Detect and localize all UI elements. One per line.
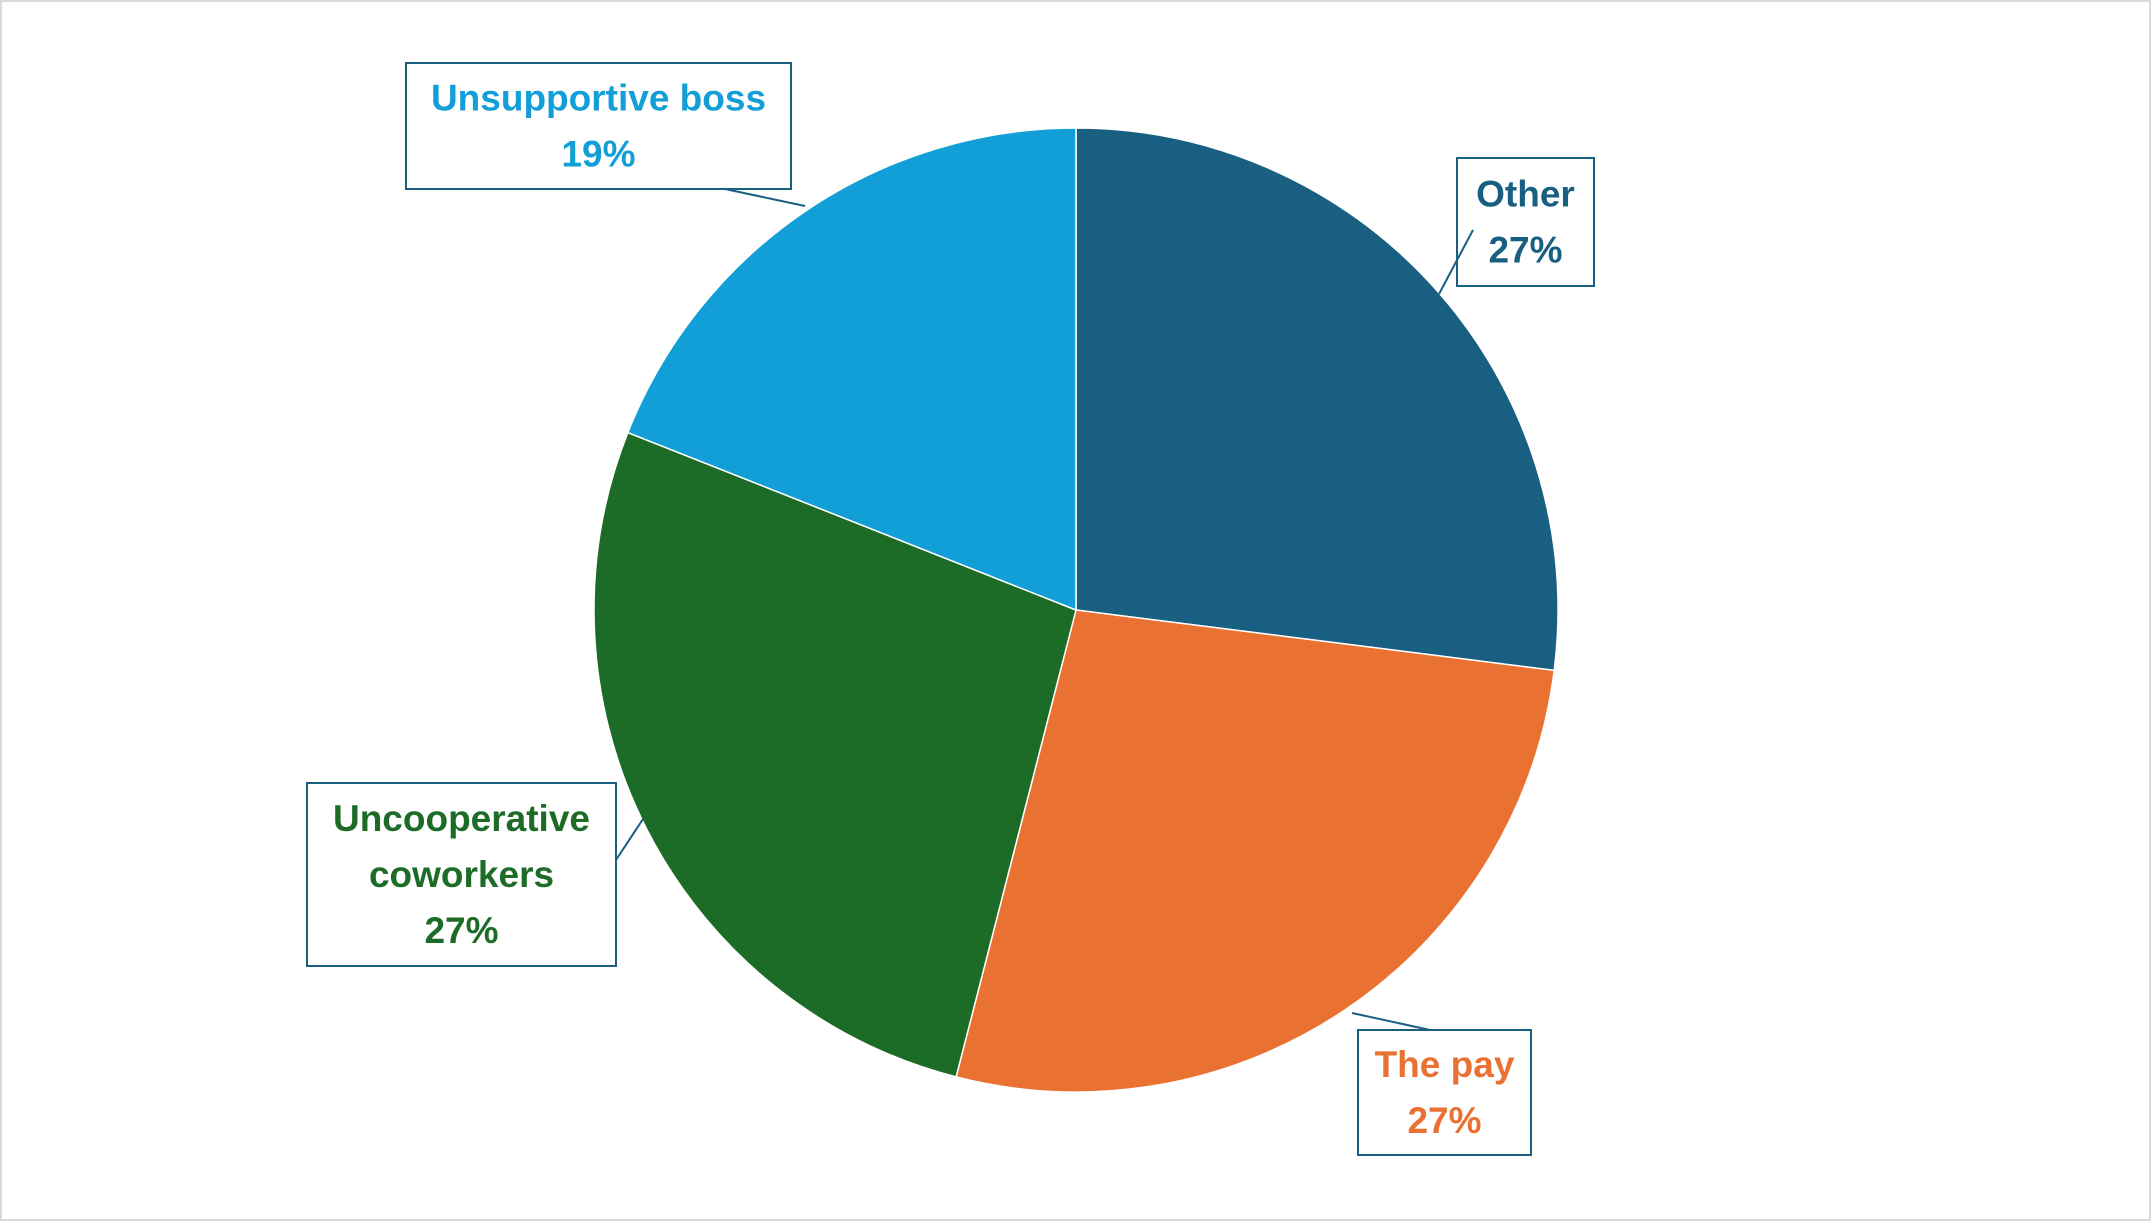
data-label-callouts: Other 27% The pay 27% Uncooperative coworkers… xyxy=(306,62,1595,1156)
callout-leader-line xyxy=(724,188,806,207)
callout-box xyxy=(306,782,617,967)
callout-leader-line xyxy=(615,818,644,861)
data-label-the-pay: The pay 27% xyxy=(1351,1012,1532,1156)
data-label-category: The pay xyxy=(1375,1044,1515,1085)
pie-slice-other xyxy=(1075,127,1559,672)
data-label-category: Unsupportive boss xyxy=(431,77,766,118)
callout-box xyxy=(405,62,792,190)
data-label-category: Uncooperative xyxy=(333,798,590,839)
data-label-value: 27% xyxy=(1488,229,1562,270)
pie-slice-uncooperative-coworkers xyxy=(593,431,1077,1078)
pie-slice-unsupportive-boss xyxy=(626,127,1077,612)
data-label-value: 27% xyxy=(1407,1100,1481,1141)
data-label-category: Other xyxy=(1476,173,1575,214)
callout-box xyxy=(1357,1029,1532,1156)
data-label-value: 19% xyxy=(561,133,635,174)
pie-slices xyxy=(593,127,1559,1093)
data-label-category: coworkers xyxy=(369,854,554,895)
data-label-unsupportive-boss: Unsupportive boss 19% xyxy=(405,62,806,207)
callout-leader-line xyxy=(1438,229,1474,295)
data-label-uncooperative-coworkers: Uncooperative coworkers 27% xyxy=(306,782,644,967)
callout-leader-line xyxy=(1351,1012,1431,1031)
pie-slice-the-pay xyxy=(955,609,1556,1093)
callout-box xyxy=(1456,157,1595,287)
data-label-value: 27% xyxy=(424,910,498,951)
data-label-other: Other 27% xyxy=(1438,157,1595,295)
